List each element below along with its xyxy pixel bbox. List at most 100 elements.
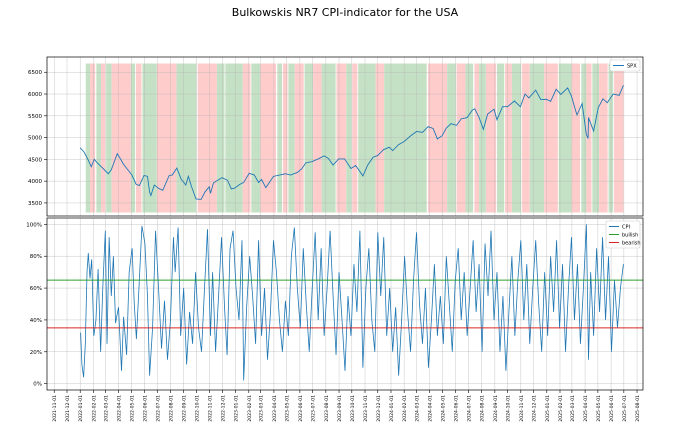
- x-tick-label: 2023-06-01: [298, 395, 304, 422]
- y-tick-label: 5000: [28, 136, 42, 142]
- regime-band-bearish: [313, 63, 322, 213]
- y-tick-label: 40%: [30, 318, 42, 324]
- x-tick-label: 2025-04-01: [583, 395, 589, 422]
- regime-band-bullish: [511, 63, 522, 213]
- regime-band-bearish: [456, 63, 466, 213]
- y-tick-label: 6500: [28, 70, 42, 76]
- regime-band-bearish: [485, 63, 497, 213]
- chart-title: Bulkowskis NR7 CPI-indicator for the USA: [231, 6, 459, 19]
- x-tick-label: 2022-03-01: [103, 395, 109, 422]
- y-tick-label: 5500: [28, 114, 42, 120]
- x-tick-label: 2025-05-01: [596, 395, 602, 422]
- regime-band-bullish: [384, 63, 427, 213]
- x-tick-label: 2022-10-01: [194, 395, 200, 422]
- x-tick-label: 2025-02-01: [558, 395, 564, 422]
- regime-band-bullish: [106, 63, 112, 213]
- regime-band-bearish: [586, 63, 592, 213]
- x-tick-label: 2022-01-01: [78, 395, 84, 422]
- regime-band-bearish: [505, 63, 512, 213]
- y-tick-label: 100%: [26, 222, 42, 228]
- regime-band-bullish: [216, 63, 225, 213]
- legend-label-bullish: bullish: [622, 233, 638, 239]
- x-tick-label: 2023-08-01: [324, 395, 330, 422]
- x-tick-label: 2022-11-01: [208, 395, 214, 422]
- spx-legend: SPX: [609, 59, 641, 72]
- regime-band-bearish: [197, 63, 217, 213]
- regime-band-bullish: [288, 63, 295, 213]
- x-tick-label: 2023-09-01: [337, 395, 343, 422]
- regime-band-bullish: [592, 63, 600, 213]
- x-tick-label: 2024-04-01: [428, 395, 434, 422]
- regime-band-bearish: [522, 63, 530, 213]
- regime-band-bullish: [130, 63, 136, 213]
- regime-band-bullish: [447, 63, 456, 213]
- regime-band-bullish: [142, 63, 157, 213]
- x-tick-label: 2022-05-01: [129, 395, 135, 422]
- regime-band-bullish: [529, 63, 545, 213]
- regime-band-bearish: [352, 63, 358, 213]
- x-tick-label: 2022-09-01: [182, 395, 188, 422]
- y-tick-label: 6000: [28, 92, 42, 98]
- regime-band-bullish: [558, 63, 572, 213]
- regime-band-bullish: [251, 63, 261, 213]
- x-tick-label: 2022-04-01: [117, 395, 123, 422]
- regime-band-bullish: [277, 63, 282, 213]
- x-tick-label: 2024-09-01: [493, 395, 499, 422]
- regime-band-bearish: [282, 63, 288, 213]
- regime-band-bearish: [101, 63, 106, 213]
- regime-band-bearish: [428, 63, 448, 213]
- x-tick-label: 2025-07-01: [622, 395, 628, 422]
- regime-band-bearish: [111, 63, 131, 213]
- regime-band-bearish: [156, 63, 177, 213]
- regime-band-bearish: [375, 63, 385, 213]
- x-tick-label: 2025-03-01: [570, 395, 576, 422]
- x-tick-label: 2024-06-01: [454, 395, 460, 422]
- x-tick-label: 2022-06-01: [142, 395, 148, 422]
- x-tick-label: 2023-03-01: [259, 395, 265, 422]
- regime-band-bearish: [90, 63, 96, 213]
- y-tick-label: 80%: [30, 254, 42, 260]
- regime-band-bullish: [496, 63, 505, 213]
- y-tick-label: 0%: [33, 382, 42, 388]
- x-tick-label: 2025-06-01: [609, 395, 615, 422]
- cpi-axes-frame: [46, 217, 644, 391]
- regime-band-bearish: [614, 63, 624, 213]
- x-tick-label: 2022-02-01: [91, 395, 97, 422]
- x-tick-label: 2024-08-01: [480, 395, 486, 422]
- regime-band-bullish: [465, 63, 474, 213]
- regime-band-bearish: [571, 63, 580, 213]
- regime-band-bearish: [599, 63, 608, 213]
- regime-band-bearish: [544, 63, 558, 213]
- regime-band-bullish: [176, 63, 197, 213]
- legend-label-bearish: bearish: [622, 241, 641, 247]
- regime-band-bearish: [242, 63, 251, 213]
- x-tick-label: 2023-10-01: [350, 395, 356, 422]
- regime-band-bullish: [358, 63, 376, 213]
- x-tick-label: 2024-05-01: [440, 395, 446, 422]
- x-tick-label: 2024-02-01: [402, 395, 408, 422]
- x-tick-label: 2023-07-01: [311, 395, 317, 422]
- cpi-legend: CPI bullish bearish: [605, 220, 641, 249]
- x-tick-label: 2024-01-01: [389, 395, 395, 422]
- x-tick-label: 2024-10-01: [506, 395, 512, 422]
- x-tick-label: 2022-12-01: [220, 395, 226, 422]
- x-tick-label: 2022-08-01: [168, 395, 174, 422]
- regime-band-bullish: [96, 63, 102, 213]
- spx-panel: 3500 4000 4500 5000 5500 6000 6500 SPX: [28, 56, 644, 217]
- regime-band-bullish: [85, 63, 90, 213]
- spx-series-line: [79, 85, 624, 200]
- y-tick-label: 4000: [28, 179, 42, 185]
- legend-label-CPI: CPI: [622, 225, 630, 231]
- spx-axes-frame: [46, 56, 644, 217]
- x-tick-label: 2024-03-01: [415, 395, 421, 422]
- regime-band-bearish: [260, 63, 277, 213]
- x-tick-label: 2024-12-01: [532, 395, 538, 422]
- cpi-panel: 0% 20% 40% 60% 80% 100% CPI bullish bearish 2021-…: [26, 217, 644, 422]
- regime-band-bearish: [474, 63, 480, 213]
- x-tick-label: 2021-12-01: [65, 395, 71, 422]
- x-tick-label: 2024-11-01: [519, 395, 525, 422]
- x-tick-label: 2025-08-01: [635, 395, 641, 422]
- x-tick-label: 2024-07-01: [466, 395, 472, 422]
